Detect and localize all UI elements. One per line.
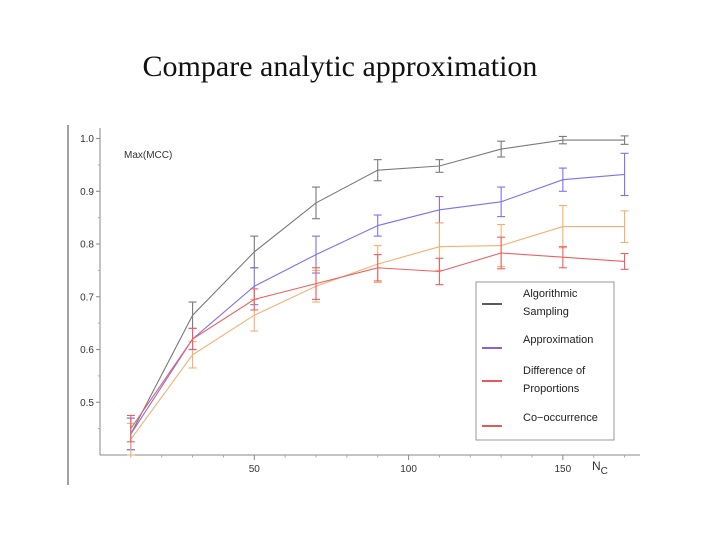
x-axis-label-main: N <box>592 459 601 473</box>
x-tick-label: 50 <box>249 464 261 475</box>
y-tick-label: 1.0 <box>80 134 94 145</box>
x-axis-label-sub: C <box>601 466 608 477</box>
legend-box <box>475 281 615 441</box>
y-ticks: 0.5 0.6 0.7 0.8 0.9 1.0 <box>80 134 100 430</box>
legend-label: Difference of <box>523 365 586 377</box>
legend-label: Sampling <box>523 306 569 318</box>
y-tick-label: 0.6 <box>80 345 94 356</box>
y-tick-label: 0.7 <box>80 292 94 303</box>
series-co-occurrence <box>126 236 629 443</box>
legend-label: Co−occurrence <box>523 412 598 424</box>
y-tick-label: 0.9 <box>80 187 94 198</box>
legend-label: Algorithmic <box>523 288 578 300</box>
x-axis-label: NC <box>592 459 608 477</box>
legend-label: Approximation <box>523 334 593 346</box>
legend: Algorithmic Sampling Approximation Differen… <box>475 281 615 441</box>
series-layer <box>126 135 629 456</box>
y-tick-label: 0.5 <box>80 398 94 409</box>
slide-title: Compare analytic approximation <box>142 50 538 83</box>
x-tick-label: 150 <box>555 464 572 475</box>
x-tick-label: 100 <box>400 464 417 475</box>
y-tick-label: 0.8 <box>80 240 94 251</box>
y-axis-label: Max(MCC) <box>124 150 172 161</box>
legend-label: Proportions <box>523 383 580 395</box>
x-ticks: 50 100 150 <box>130 455 626 475</box>
